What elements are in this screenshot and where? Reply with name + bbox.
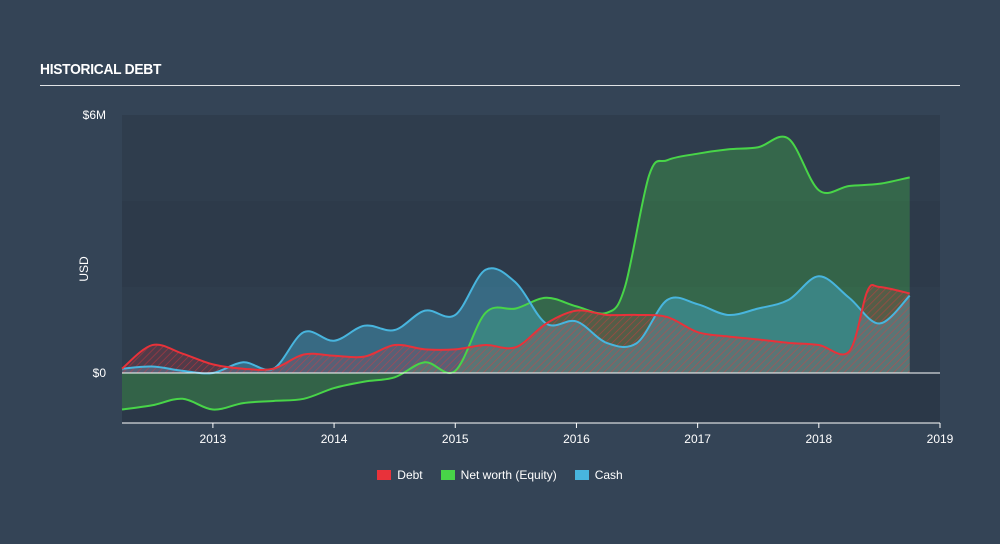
plot-band — [122, 373, 940, 423]
legend-label: Net worth (Equity) — [460, 468, 557, 482]
x-tick-label: 2016 — [563, 432, 590, 446]
axes: $6M $0 USD 2013 2014 2015 2016 2017 2018 2019 — [77, 108, 954, 446]
series-lines — [121, 135, 911, 411]
y-tick-label: $0 — [93, 366, 107, 380]
debt-area — [122, 284, 910, 373]
plot-band — [122, 201, 940, 287]
net-worth-equity-line — [121, 135, 910, 411]
legend-swatch — [440, 470, 455, 480]
y-tick-label: $6M — [83, 108, 106, 122]
legend: Debt Net worth (Equity) Cash — [0, 468, 1000, 482]
x-tick-label: 2017 — [684, 432, 711, 446]
debt-line — [121, 283, 910, 371]
x-tick-label: 2013 — [200, 432, 227, 446]
legend-swatch — [377, 470, 392, 480]
legend-item: Net worth (Equity) — [440, 468, 557, 482]
legend-label: Debt — [397, 468, 423, 482]
cash-line — [121, 267, 911, 375]
legend-item: Debt — [377, 468, 423, 482]
legend-label: Cash — [594, 468, 623, 482]
x-tick-label: 2019 — [927, 432, 954, 446]
plot-band — [122, 115, 940, 201]
background-bands — [122, 115, 940, 423]
x-tick-label: 2018 — [805, 432, 832, 446]
series-areas — [122, 136, 910, 410]
legend-item: Cash — [574, 468, 623, 482]
x-tick-label: 2014 — [321, 432, 348, 446]
legend-swatch — [574, 470, 589, 480]
title-divider — [40, 85, 960, 86]
chart-title: HISTORICAL DEBT — [40, 61, 162, 78]
y-axis-label: USD — [77, 256, 91, 282]
x-tick-label: 2015 — [442, 432, 469, 446]
